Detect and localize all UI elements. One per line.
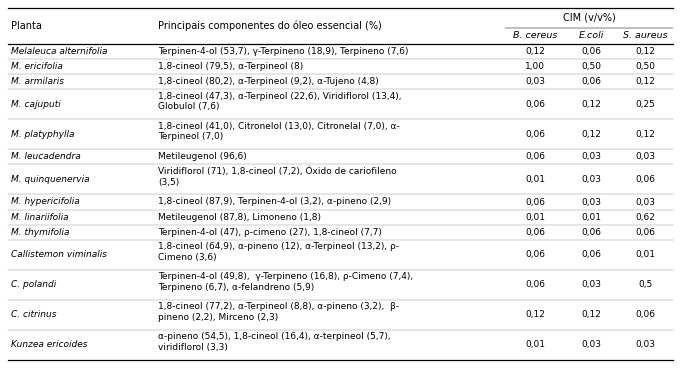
- Text: 0,06: 0,06: [582, 47, 601, 56]
- Text: 0,12: 0,12: [525, 47, 545, 56]
- Text: M. leucadendra: M. leucadendra: [11, 152, 81, 161]
- Text: 1,00: 1,00: [525, 62, 545, 71]
- Text: CIM (v/v%): CIM (v/v%): [563, 13, 616, 23]
- Text: Terpinen-4-ol (49,8),  γ-Terpineno (16,8), ρ-Cimeno (7,4),
Terpineno (6,7), α-fe: Terpinen-4-ol (49,8), γ-Terpineno (16,8)…: [158, 272, 413, 292]
- Text: 0,06: 0,06: [525, 280, 545, 289]
- Text: Melaleuca alternifolia: Melaleuca alternifolia: [11, 47, 108, 56]
- Text: 0,01: 0,01: [635, 250, 656, 259]
- Text: 0,06: 0,06: [525, 227, 545, 237]
- Text: 0,01: 0,01: [525, 213, 545, 222]
- Text: 0,03: 0,03: [582, 280, 601, 289]
- Text: 0,03: 0,03: [525, 77, 545, 86]
- Text: 0,03: 0,03: [582, 340, 601, 350]
- Text: 0,06: 0,06: [525, 100, 545, 109]
- Text: 0,06: 0,06: [635, 227, 656, 237]
- Text: 0,12: 0,12: [635, 77, 655, 86]
- Text: 0,01: 0,01: [525, 175, 545, 184]
- Text: 1,8-cineol (41,0), Citronelol (13,0), Citronelal (7,0), α-
Terpineol (7,0): 1,8-cineol (41,0), Citronelol (13,0), Ci…: [158, 122, 400, 141]
- Text: 1,8-cineol (77,2), α-Terpineol (8,8), α-pineno (3,2),  β-
pineno (2,2), Mirceno : 1,8-cineol (77,2), α-Terpineol (8,8), α-…: [158, 302, 399, 322]
- Text: 0,12: 0,12: [635, 47, 655, 56]
- Text: Terpinen-4-ol (53,7), γ-Terpineno (18,9), Terpineno (7,6): Terpinen-4-ol (53,7), γ-Terpineno (18,9)…: [158, 47, 409, 56]
- Text: M. platyphylla: M. platyphylla: [11, 130, 74, 139]
- Text: 0,06: 0,06: [582, 227, 601, 237]
- Text: Principais componentes do óleo essencial (%): Principais componentes do óleo essencial…: [158, 21, 382, 31]
- Text: 0,06: 0,06: [635, 175, 656, 184]
- Text: M. cajuputi: M. cajuputi: [11, 100, 61, 109]
- Text: 0,06: 0,06: [525, 198, 545, 206]
- Text: 1,8-cineol (80,2), α-Terpineol (9,2), α-Tujeno (4,8): 1,8-cineol (80,2), α-Terpineol (9,2), α-…: [158, 77, 379, 86]
- Text: Planta: Planta: [11, 21, 42, 31]
- Text: 1,8-cineol (47,3), α-Terpineol (22,6), Viridiflorol (13,4),
Globulol (7,6): 1,8-cineol (47,3), α-Terpineol (22,6), V…: [158, 92, 402, 112]
- Text: 0,50: 0,50: [582, 62, 601, 71]
- Text: Kunzea ericoides: Kunzea ericoides: [11, 340, 87, 350]
- Text: 0,25: 0,25: [635, 100, 655, 109]
- Text: 0,12: 0,12: [525, 310, 545, 319]
- Text: 0,12: 0,12: [582, 310, 601, 319]
- Text: C. polandi: C. polandi: [11, 280, 57, 289]
- Text: M. hypericifolia: M. hypericifolia: [11, 198, 80, 206]
- Text: E.coli: E.coli: [579, 32, 604, 40]
- Text: 0,06: 0,06: [525, 152, 545, 161]
- Text: Terpinen-4-ol (47), ρ-cimeno (27), 1,8-cineol (7,7): Terpinen-4-ol (47), ρ-cimeno (27), 1,8-c…: [158, 227, 382, 237]
- Text: M. linariifolia: M. linariifolia: [11, 213, 69, 222]
- Text: Callistemon viminalis: Callistemon viminalis: [11, 250, 107, 259]
- Text: 0,03: 0,03: [635, 152, 656, 161]
- Text: M. quinquenervia: M. quinquenervia: [11, 175, 90, 184]
- Text: 0,06: 0,06: [525, 250, 545, 259]
- Text: 0,06: 0,06: [525, 130, 545, 139]
- Text: M. thymifolia: M. thymifolia: [11, 227, 69, 237]
- Text: Viridiflorol (71), 1,8-cineol (7,2), Óxido de cariofileno
(3,5): Viridiflorol (71), 1,8-cineol (7,2), Óxi…: [158, 167, 396, 187]
- Text: 0,50: 0,50: [635, 62, 656, 71]
- Text: S. aureus: S. aureus: [623, 32, 668, 40]
- Text: M. armilaris: M. armilaris: [11, 77, 64, 86]
- Text: 0,12: 0,12: [635, 130, 655, 139]
- Text: 0,12: 0,12: [582, 130, 601, 139]
- Text: 0,03: 0,03: [635, 340, 656, 350]
- Text: 0,12: 0,12: [582, 100, 601, 109]
- Text: 0,03: 0,03: [582, 152, 601, 161]
- Text: 0,03: 0,03: [582, 175, 601, 184]
- Text: 0,06: 0,06: [635, 310, 656, 319]
- Text: 0,5: 0,5: [638, 280, 652, 289]
- Text: 1,8-cineol (79,5), α-Terpineol (8): 1,8-cineol (79,5), α-Terpineol (8): [158, 62, 303, 71]
- Text: 1,8-cineol (64,9), α-pineno (12), α-Terpineol (13,2), ρ-
Cimeno (3,6): 1,8-cineol (64,9), α-pineno (12), α-Terp…: [158, 242, 399, 262]
- Text: 0,06: 0,06: [582, 77, 601, 86]
- Text: C. citrinus: C. citrinus: [11, 310, 57, 319]
- Text: Metileugenol (96,6): Metileugenol (96,6): [158, 152, 247, 161]
- Text: 0,01: 0,01: [525, 340, 545, 350]
- Text: B. cereus: B. cereus: [513, 32, 557, 40]
- Text: 0,01: 0,01: [582, 213, 601, 222]
- Text: 1,8-cineol (87,9), Terpinen-4-ol (3,2), α-pineno (2,9): 1,8-cineol (87,9), Terpinen-4-ol (3,2), …: [158, 198, 391, 206]
- Text: 0,03: 0,03: [635, 198, 656, 206]
- Text: Metileugenol (87,8), Limoneno (1,8): Metileugenol (87,8), Limoneno (1,8): [158, 213, 321, 222]
- Text: 0,03: 0,03: [582, 198, 601, 206]
- Text: 0,62: 0,62: [635, 213, 655, 222]
- Text: α-pineno (54,5), 1,8-cineol (16,4), α-terpineol (5,7),
viridiflorol (3,3): α-pineno (54,5), 1,8-cineol (16,4), α-te…: [158, 332, 391, 352]
- Text: 0,06: 0,06: [582, 250, 601, 259]
- Text: M. ericifolia: M. ericifolia: [11, 62, 63, 71]
